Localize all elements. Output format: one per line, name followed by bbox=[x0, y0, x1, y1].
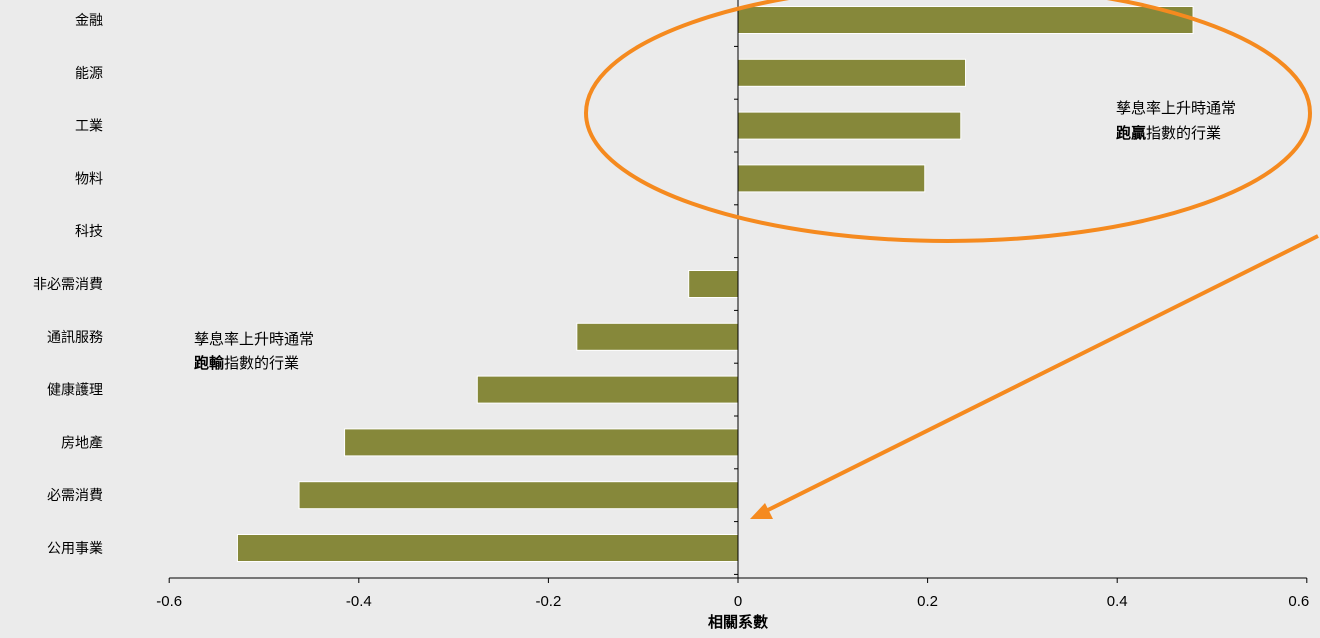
x-tick-label: 0.6 bbox=[1288, 593, 1309, 610]
bar-能源 bbox=[737, 58, 967, 87]
bar-通訊服務 bbox=[576, 322, 739, 351]
bar-公用事業 bbox=[236, 534, 739, 562]
category-label: 物料 bbox=[75, 170, 103, 186]
winners-annotation-line2: 跑贏指數的行業 bbox=[1116, 124, 1221, 142]
category-label: 科技 bbox=[75, 223, 103, 239]
x-axis-title: 相關系數 bbox=[708, 613, 768, 631]
bar-非必需消費 bbox=[688, 270, 739, 298]
losers-annotation-bold: 跑輸 bbox=[194, 354, 225, 372]
bar-物料 bbox=[737, 164, 926, 193]
x-tick-label: 0 bbox=[734, 593, 742, 610]
category-label: 通訊服務 bbox=[47, 329, 103, 345]
winners-annotation-rest: 指數的行業 bbox=[1146, 125, 1221, 142]
arrow-shaft bbox=[763, 234, 1319, 514]
category-label: 金融 bbox=[75, 12, 103, 28]
category-label: 健康護理 bbox=[47, 382, 103, 398]
x-tick-labels: -0.6 -0.4 -0.2 0 0.2 0.4 0.6 bbox=[156, 593, 1309, 610]
losers-annotation-line2: 跑輸指數的行業 bbox=[194, 354, 299, 372]
axes-group bbox=[168, 0, 1308, 583]
x-tick-label: 0.4 bbox=[1107, 593, 1128, 610]
bar-必需消費 bbox=[298, 481, 739, 510]
x-tick-label: -0.4 bbox=[346, 593, 372, 610]
x-tick-label: 0.2 bbox=[917, 593, 938, 610]
losers-annotation-rest: 指數的行業 bbox=[224, 355, 299, 372]
bars-group bbox=[236, 6, 1194, 562]
arrow-head-icon bbox=[750, 503, 773, 519]
category-label: 必需消費 bbox=[47, 487, 103, 503]
bar-房地產 bbox=[344, 428, 739, 457]
category-label: 工業 bbox=[75, 118, 103, 134]
bar-金融 bbox=[737, 6, 1194, 34]
x-tick-label: -0.6 bbox=[156, 593, 182, 610]
losers-annotation-line1: 孳息率上升時通常 bbox=[194, 331, 314, 348]
category-label: 房地產 bbox=[61, 434, 103, 450]
winners-annotation-line1: 孳息率上升時通常 bbox=[1116, 100, 1236, 117]
winners-annotation-bold: 跑贏 bbox=[1116, 124, 1146, 142]
bar-工業 bbox=[737, 111, 962, 140]
category-label: 公用事業 bbox=[47, 540, 103, 556]
category-label: 非必需消費 bbox=[33, 276, 103, 292]
x-tick-label: -0.2 bbox=[535, 593, 561, 610]
category-label: 能源 bbox=[75, 65, 103, 81]
winners-highlight-ellipse bbox=[584, 0, 1312, 243]
bar-健康護理 bbox=[476, 375, 739, 404]
